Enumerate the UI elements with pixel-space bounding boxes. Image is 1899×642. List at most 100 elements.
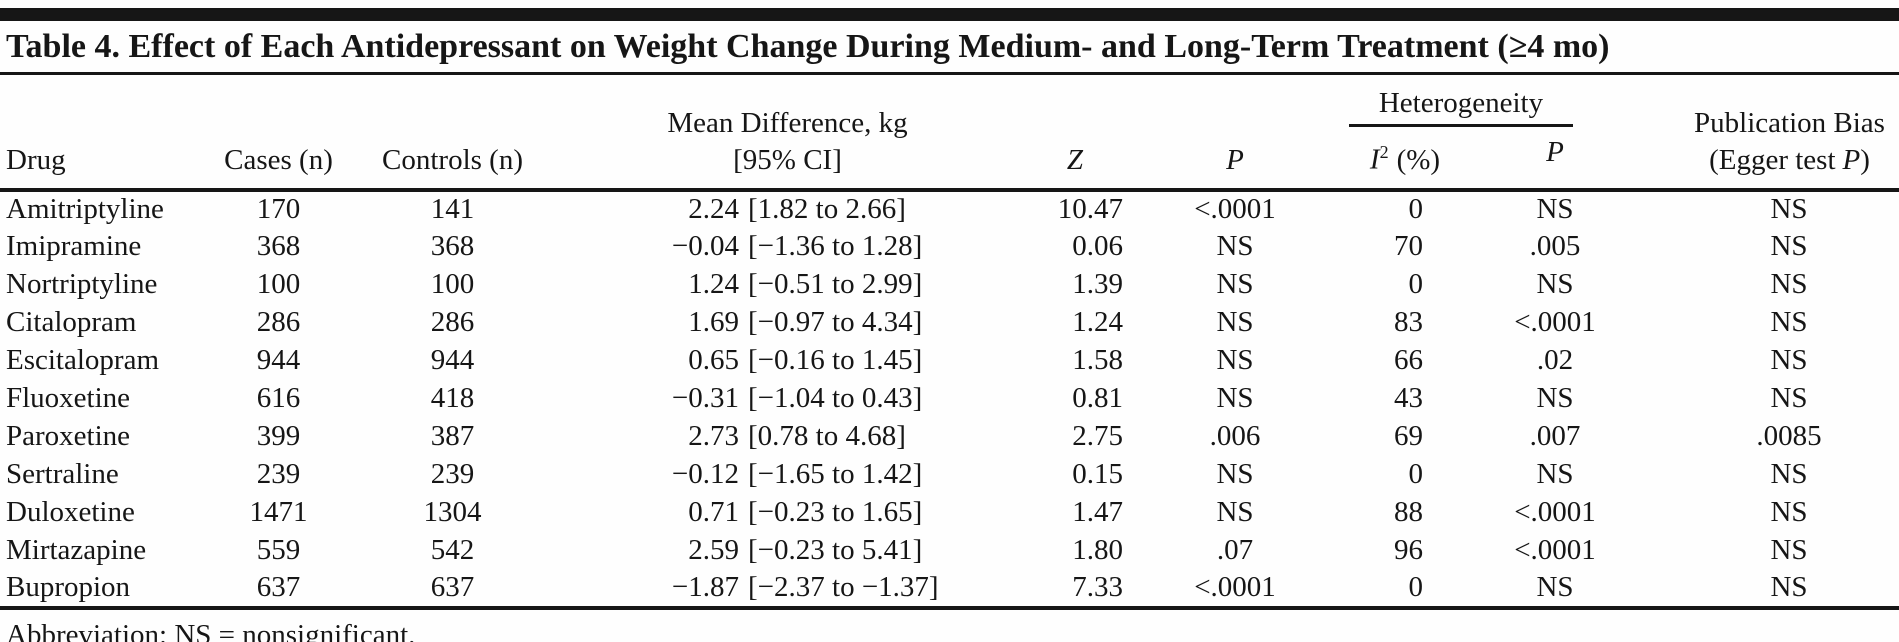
mean-value: 2.24 xyxy=(688,193,739,226)
table-row: Bupropion 637 637 −1.87 [−2.37 to −1.37]… xyxy=(0,569,1899,610)
mean-difference-value: 0.65 [−0.16 to 1.45] xyxy=(561,344,1014,377)
cases-count: 637 xyxy=(212,569,345,610)
table-title: Table 4. Effect of Each Antidepressant o… xyxy=(0,21,1899,76)
drug-name: Bupropion xyxy=(0,569,212,610)
cases-count: 559 xyxy=(256,534,301,567)
table-header: Drug Cases (n) Controls (n) Mean Differe… xyxy=(0,75,1899,192)
cases-count: 100 xyxy=(256,268,301,301)
controls-count: 944 xyxy=(430,344,475,377)
col-header-heterogeneity-group: Heterogeneity I2 (%) P xyxy=(1335,75,1635,192)
mean-difference-value: 2.24 [1.82 to 2.66] xyxy=(561,193,1014,226)
i2-number: 43 xyxy=(1394,382,1423,415)
p-value: NS xyxy=(1216,496,1254,529)
col-header-het-p: P xyxy=(1546,136,1564,169)
i2-value: 0 xyxy=(1335,456,1475,494)
col-header-publication-bias: Publication Bias (Egger test P) xyxy=(1635,75,1899,192)
cases-count: 239 xyxy=(256,458,301,491)
p-value: .07 xyxy=(1216,534,1254,567)
confidence-interval: [−0.23 to 1.65] xyxy=(748,496,923,529)
controls-count: 542 xyxy=(430,534,475,567)
drug-name: Mirtazapine xyxy=(6,534,147,567)
confidence-interval: [−2.37 to −1.37] xyxy=(748,571,939,604)
drug-name: Citalopram xyxy=(6,306,137,339)
heterogeneity-p-value: <.0001 xyxy=(1514,534,1596,567)
i2-value: 66 xyxy=(1335,342,1475,380)
z-value: 0.81 xyxy=(1072,382,1123,415)
confidence-interval: [−1.04 to 0.43] xyxy=(748,382,923,415)
table-row: Nortriptyline 100 100 1.24 [−0.51 to 2.9… xyxy=(0,266,1899,304)
cases-count: 170 xyxy=(256,193,301,226)
z-value: 10.47 xyxy=(1057,193,1123,226)
header-row: Drug Cases (n) Controls (n) Mean Differe… xyxy=(0,75,1899,192)
table-row: Citalopram 286 286 1.69 [−0.97 to 4.34] … xyxy=(0,304,1899,342)
drug-name: Paroxetine xyxy=(6,420,131,453)
table-body: Amitriptyline 170 141 2.24 [1.82 to 2.66… xyxy=(0,190,1899,610)
p-value: NS xyxy=(1216,344,1254,377)
z-value: 0.06 xyxy=(1072,230,1123,263)
col-header-z: Z xyxy=(1015,75,1135,192)
confidence-interval: [−0.16 to 1.45] xyxy=(748,344,923,377)
publication-bias-value: .0085 xyxy=(1756,420,1822,453)
col-header-p: P xyxy=(1135,75,1335,192)
i2-number: 96 xyxy=(1394,534,1423,567)
z-value: 0.15 xyxy=(1072,458,1123,491)
publication-bias-value: NS xyxy=(1770,382,1808,415)
i2-number: 0 xyxy=(1408,193,1424,226)
confidence-interval: [−0.23 to 5.41] xyxy=(748,534,923,567)
confidence-interval: [−0.51 to 2.99] xyxy=(748,268,923,301)
i2-number: 0 xyxy=(1408,268,1424,301)
mean-difference-cell: 2.73 [0.78 to 4.68] xyxy=(560,418,1015,456)
drug-name: Escitalopram xyxy=(6,344,160,377)
z-value: 1.58 xyxy=(1072,344,1123,377)
i2-value: 0 xyxy=(1335,569,1475,610)
i2-superscript: 2 xyxy=(1379,142,1389,163)
publication-bias-value: NS xyxy=(1770,458,1808,491)
heterogeneity-p-value: NS xyxy=(1536,382,1574,415)
publication-bias-value: NS xyxy=(1770,268,1808,301)
publication-bias-value: NS xyxy=(1770,496,1808,529)
i2-number: 0 xyxy=(1408,458,1424,491)
top-rule xyxy=(0,8,1899,21)
data-table: Drug Cases (n) Controls (n) Mean Differe… xyxy=(0,75,1899,610)
mean-difference-value: −0.04 [−1.36 to 1.28] xyxy=(561,230,1014,263)
mean-difference-cell: −1.87 [−2.37 to −1.37] xyxy=(560,569,1015,610)
p-value: .006 xyxy=(1209,420,1261,453)
publication-bias-value: NS xyxy=(1770,344,1808,377)
table-row: Mirtazapine 559 542 2.59 [−0.23 to 5.41]… xyxy=(0,532,1899,570)
egger-test-label: (Egger test xyxy=(1709,143,1836,176)
egger-close-paren: ) xyxy=(1860,143,1870,176)
heterogeneity-subheaders: I2 (%) P xyxy=(1335,134,1635,179)
controls-count: 239 xyxy=(430,458,475,491)
mean-difference-cell: 1.69 [−0.97 to 4.34] xyxy=(560,304,1015,342)
col-header-controls: Controls (n) xyxy=(345,75,560,192)
i2-number: 66 xyxy=(1394,344,1423,377)
controls-count: 418 xyxy=(430,382,475,415)
col-header-i2: I2 (%) xyxy=(1335,134,1475,179)
cases-count: 368 xyxy=(256,230,301,263)
cases-count: 616 xyxy=(256,382,301,415)
z-value: 7.33 xyxy=(1015,569,1135,610)
mean-difference-value: 2.59 [−0.23 to 5.41] xyxy=(561,534,1014,567)
confidence-interval: [−1.65 to 1.42] xyxy=(748,458,923,491)
p-value: NS xyxy=(1216,382,1254,415)
mean-value: −0.31 xyxy=(671,382,739,415)
i2-symbol: I xyxy=(1369,143,1380,176)
p-value: NS xyxy=(1216,306,1254,339)
heterogeneity-p-value: .005 xyxy=(1529,230,1581,263)
z-value: 2.75 xyxy=(1072,420,1123,453)
table-row: Amitriptyline 170 141 2.24 [1.82 to 2.66… xyxy=(0,190,1899,228)
mean-difference-value: 0.71 [−0.23 to 1.65] xyxy=(561,496,1014,529)
i2-value: 0 xyxy=(1335,266,1475,304)
confidence-interval: [0.78 to 4.68] xyxy=(748,420,906,453)
publication-bias-value: NS xyxy=(1635,569,1899,610)
publication-bias-value: NS xyxy=(1770,534,1808,567)
drug-name: Imipramine xyxy=(6,230,142,263)
cases-count: 286 xyxy=(256,306,301,339)
mean-value: 0.71 xyxy=(688,496,739,529)
heterogeneity-p-value: .02 xyxy=(1536,344,1574,377)
mean-difference-cell: 0.65 [−0.16 to 1.45] xyxy=(560,342,1015,380)
z-value: 1.24 xyxy=(1072,306,1123,339)
mean-value: 1.24 xyxy=(688,268,739,301)
mean-value: 2.59 xyxy=(688,534,739,567)
mean-difference-label-line2: [95% CI] xyxy=(733,143,842,176)
